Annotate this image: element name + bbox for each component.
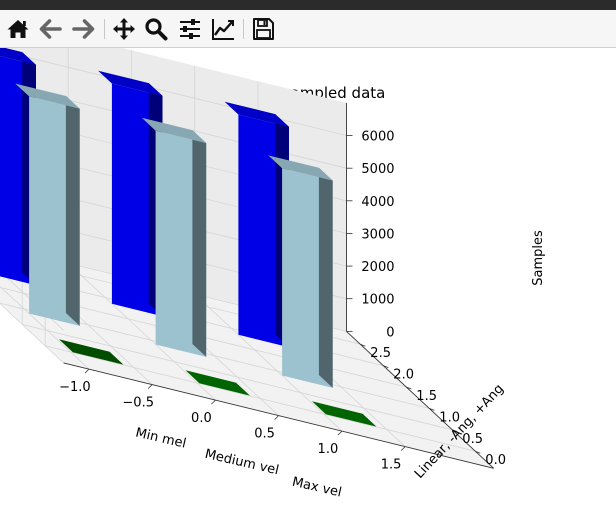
x-tick-label: 0.0 <box>191 411 212 426</box>
x-tick-mark <box>274 415 279 420</box>
bar-top-face <box>15 83 80 109</box>
bar-top-face <box>0 48 36 65</box>
figure-canvas: Oversampled data −1.0 −0.5 0.0 0.5 1.0 1.5 Min… <box>0 48 616 528</box>
home-icon <box>7 20 29 38</box>
x-tick-label: −0.5 <box>122 396 154 411</box>
bar-top-face <box>59 339 124 365</box>
y-tick-label: 1.0 <box>439 410 460 425</box>
bar-medium-vel-y0 <box>185 370 250 396</box>
z-tick-label: 1000 <box>361 293 394 308</box>
y-tick-mark <box>383 365 389 368</box>
y-tick-label: 2.5 <box>370 346 391 361</box>
pan-move-icon <box>113 18 135 40</box>
bar-side-face <box>318 167 333 388</box>
x-tick-label: 1.0 <box>318 442 339 457</box>
edit-axes-icon <box>212 19 234 40</box>
bar-min-mel-y0 <box>59 339 124 365</box>
y-axis-line <box>346 331 495 469</box>
x-axis-line <box>63 362 494 469</box>
y-tick-label: 0.0 <box>485 453 506 468</box>
bar3d-chart: Oversampled data −1.0−0.50.00.51.01.5Min… <box>0 48 546 501</box>
bar-side-face <box>65 96 80 326</box>
z-tick-label: 5000 <box>361 162 394 177</box>
bar-top-face <box>141 117 207 144</box>
x-tick-label: 0.5 <box>254 427 275 442</box>
z-tick-label: 6000 <box>361 130 394 145</box>
x-tick-mark <box>147 384 153 389</box>
z-tick-label: 2000 <box>361 260 394 275</box>
bar-min-mel-y1 <box>15 83 80 326</box>
y-tick-mark <box>452 429 458 433</box>
x-category-label: Max vel <box>291 475 343 501</box>
z-axis-label: Samples <box>531 230 546 286</box>
bar-max-vel-y1 <box>268 155 333 388</box>
y-tick-label: 0.5 <box>462 432 483 447</box>
edit-axes-button[interactable] <box>210 16 236 42</box>
y-tick-mark <box>475 450 481 454</box>
configure-subplots-icon <box>180 19 200 39</box>
toolbar-separator <box>243 19 244 39</box>
zoom-magnifier-icon <box>145 18 168 41</box>
pan-button[interactable] <box>111 16 137 42</box>
y-tick-mark <box>406 386 412 390</box>
save-disk-icon <box>253 18 274 40</box>
bar-top-face <box>224 101 289 127</box>
x-category-label: Medium vel <box>203 447 280 479</box>
bar-medium-vel-y1 <box>141 117 207 357</box>
z-tick-label: 0 <box>386 325 394 340</box>
x-tick-mark <box>337 430 343 436</box>
z-tick-label: 3000 <box>361 227 394 242</box>
bar-top-face <box>185 370 250 396</box>
x-tick-label: 1.5 <box>381 458 402 473</box>
y-tick-mark <box>429 408 435 411</box>
x-tick-mark <box>84 368 90 374</box>
toolbar-separator <box>104 19 105 39</box>
x-tick-mark <box>211 399 216 405</box>
bar-top-face <box>268 155 333 181</box>
z-tick-label: 4000 <box>361 195 394 210</box>
forward-arrow-icon <box>72 19 95 39</box>
navigation-toolbar <box>0 10 616 48</box>
zoom-button[interactable] <box>143 16 169 42</box>
bar-side-face <box>192 130 207 357</box>
home-button[interactable] <box>5 16 31 42</box>
window-top-strip <box>0 0 616 10</box>
configure-subplots-button[interactable] <box>177 16 203 42</box>
back-arrow-icon <box>39 19 62 39</box>
back-button[interactable] <box>38 16 64 42</box>
x-tick-mark <box>400 446 406 451</box>
x-tick-label: −1.0 <box>59 380 91 395</box>
y-tick-label: 2.0 <box>393 368 414 383</box>
y-tick-mark <box>360 343 366 347</box>
bar-top-face <box>98 70 163 96</box>
x-category-label: Min mel <box>134 425 188 451</box>
forward-button[interactable] <box>70 16 96 42</box>
y-tick-label: 1.5 <box>416 389 437 404</box>
bar-max-vel-y0 <box>312 401 377 427</box>
bar-top-face <box>312 401 377 427</box>
save-button[interactable] <box>250 16 276 42</box>
